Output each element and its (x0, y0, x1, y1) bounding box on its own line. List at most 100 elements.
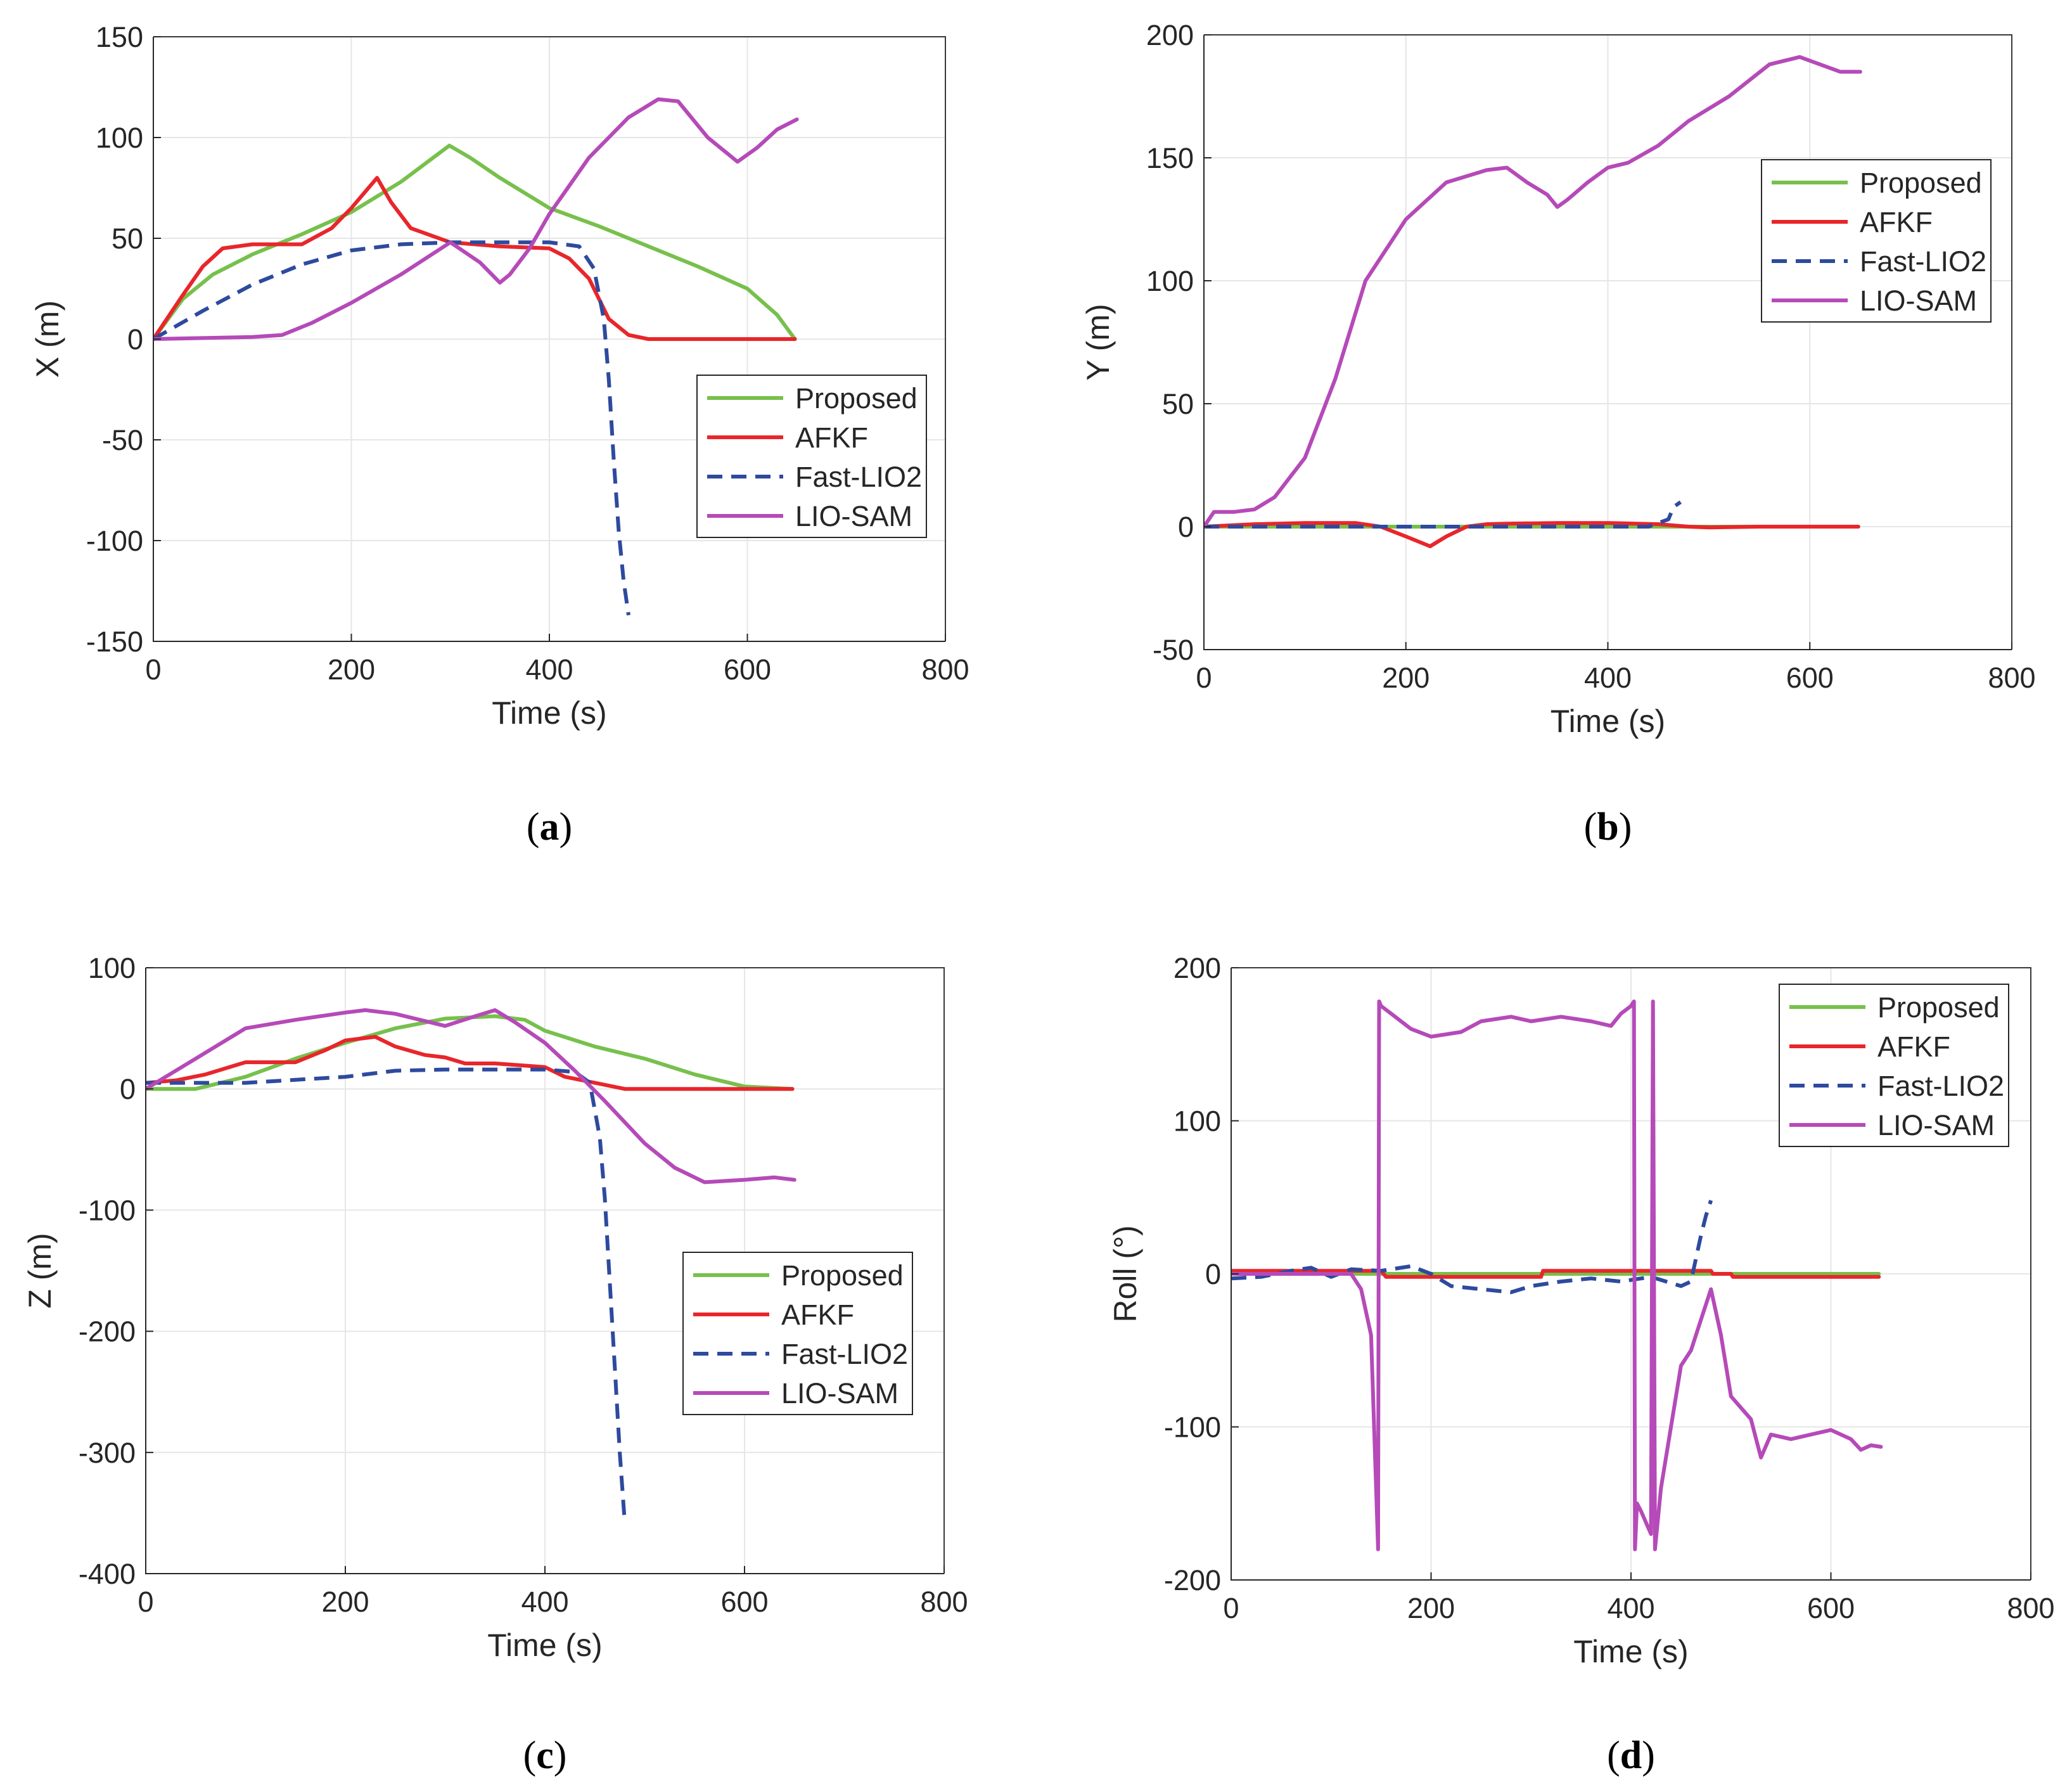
y-tick-label-d: 0 (1205, 1258, 1221, 1290)
axes-box-a (153, 36, 946, 641)
y-tick-label-a: 100 (96, 122, 143, 154)
series-line-afkf (146, 1035, 795, 1091)
legend-label: Fast-LIO2 (781, 1338, 908, 1370)
y-tick-label-c: -300 (79, 1437, 136, 1469)
axes-box-b (1204, 34, 2012, 650)
legend-d: Proposed AFKF Fast-LIO2 LIO-SAM (1779, 984, 2009, 1147)
y-tick-label-d: 100 (1173, 1105, 1221, 1138)
y-tick-label-b: 200 (1146, 19, 1194, 51)
series-group-c (146, 1008, 796, 1523)
series-line-lio-sam (1231, 999, 1883, 1551)
legend-label: LIO-SAM (795, 500, 912, 532)
x-tick-label-c: 200 (321, 1586, 369, 1618)
legend-a: Proposed AFKF Fast-LIO2 LIO-SAM (696, 375, 927, 538)
y-tick-label-d: -200 (1164, 1564, 1221, 1596)
y-tick-label-c: -400 (79, 1558, 136, 1590)
y-tick-label-a: 150 (96, 21, 143, 53)
series-line-lio-sam (153, 97, 799, 341)
x-tick-label-b: 400 (1584, 662, 1632, 694)
y-tick-label-d: 200 (1173, 952, 1221, 984)
legend-box-d (1779, 984, 2009, 1147)
legend-label: LIO-SAM (781, 1377, 899, 1409)
axes-box-c (146, 967, 945, 1574)
legend-label: AFKF (1877, 1030, 1950, 1063)
series-line-fast-lio2 (1204, 500, 1682, 529)
y-tick-label-b: 100 (1146, 265, 1194, 297)
x-tick-label-d: 0 (1223, 1592, 1239, 1624)
series-line-afkf (1204, 521, 1860, 548)
series-group-b (1204, 55, 1862, 548)
y-tick-label-b: 0 (1178, 511, 1194, 543)
x-tick-label-c: 800 (920, 1586, 968, 1618)
legend-label: Proposed (795, 382, 918, 414)
legend-label: LIO-SAM (1860, 285, 1977, 317)
chart-c: 0 200 400 600 800 -400 -300 -200 -100 0 100 Time (s… (22, 952, 968, 1777)
y-tick-label-b: -50 (1153, 634, 1194, 666)
subcaption-d: (d) (1607, 1734, 1655, 1777)
x-tick-label-b: 0 (1196, 662, 1212, 694)
y-tick-label-d: -100 (1164, 1411, 1221, 1444)
y-tick-label-a: -100 (86, 525, 143, 557)
x-tick-label-c: 600 (720, 1586, 768, 1618)
series-line-afkf (153, 176, 797, 341)
legend-label: AFKF (781, 1299, 854, 1331)
series-line-lio-sam (146, 1008, 796, 1184)
x-tick-label-d: 400 (1607, 1592, 1654, 1624)
x-tick-label-b: 200 (1382, 662, 1429, 694)
chart-a: 0 200 400 600 800 -150 -100 -50 0 50 100 150 Time (s… (30, 21, 969, 849)
x-axis-label-c: Time (s) (487, 1627, 602, 1663)
x-tick-label-c: 400 (521, 1586, 568, 1618)
y-tick-label-a: -150 (86, 626, 143, 658)
y-tick-label-b: 50 (1162, 388, 1194, 420)
y-tick-label-a: 0 (127, 323, 143, 356)
series-line-lio-sam (1204, 55, 1862, 529)
legend-label: Fast-LIO2 (795, 461, 922, 493)
series-group-a (153, 97, 799, 616)
y-axis-label-c: Z (m) (22, 1233, 58, 1308)
x-axis-label-d: Time (s) (1573, 1634, 1688, 1669)
series-line-proposed (146, 1014, 795, 1091)
x-tick-label-a: 400 (525, 653, 573, 686)
legend-label: AFKF (1860, 206, 1933, 238)
legend-label: Fast-LIO2 (1860, 245, 1986, 278)
x-tick-label-d: 600 (1807, 1592, 1855, 1624)
series-line-afkf (1231, 1269, 1881, 1279)
x-tick-label-a: 0 (145, 653, 161, 686)
y-tick-label-b: 150 (1146, 142, 1194, 174)
x-axis-label-a: Time (s) (492, 695, 606, 731)
x-tick-label-d: 200 (1407, 1592, 1455, 1624)
y-tick-label-c: -100 (79, 1194, 136, 1226)
legend-c: Proposed AFKF Fast-LIO2 LIO-SAM (682, 1252, 913, 1415)
x-tick-label-c: 0 (137, 1586, 153, 1618)
y-axis-label-b: Y (m) (1080, 304, 1116, 380)
x-tick-label-d: 800 (2007, 1592, 2054, 1624)
legend-b: Proposed AFKF Fast-LIO2 LIO-SAM (1761, 159, 1992, 323)
legend-label: Proposed (1860, 167, 1982, 199)
legend-label: LIO-SAM (1877, 1109, 1995, 1141)
legend-label: Proposed (1877, 991, 2000, 1024)
x-axis-label-b: Time (s) (1551, 703, 1665, 739)
x-tick-label-a: 600 (724, 653, 771, 686)
axes-box-d (1231, 967, 2031, 1580)
x-tick-label-b: 800 (1988, 662, 2035, 694)
series-line-fast-lio2 (146, 1067, 627, 1523)
x-tick-label-a: 200 (328, 653, 375, 686)
legend-box-b (1761, 159, 1992, 323)
y-tick-label-c: 0 (120, 1073, 136, 1105)
series-line-fast-lio2 (1231, 1200, 1713, 1294)
y-tick-label-c: 100 (88, 952, 136, 984)
chart-d: 0 200 400 600 800 -200 -100 0 100 200 Time (s) Roll… (1108, 952, 2055, 1777)
legend-box-a (696, 375, 927, 538)
y-axis-label-d: Roll (°) (1108, 1225, 1143, 1322)
x-tick-label-a: 800 (921, 653, 969, 686)
legend-label: AFKF (795, 421, 868, 454)
y-axis-label-a: X (m) (30, 300, 65, 378)
y-tick-label-a: -50 (102, 424, 143, 456)
legend-box-c (682, 1252, 913, 1415)
subcaption-b: (b) (1584, 806, 1632, 849)
series-group-d (1231, 999, 1883, 1551)
subcaption-c: (c) (523, 1734, 567, 1777)
series-line-proposed (153, 143, 797, 341)
